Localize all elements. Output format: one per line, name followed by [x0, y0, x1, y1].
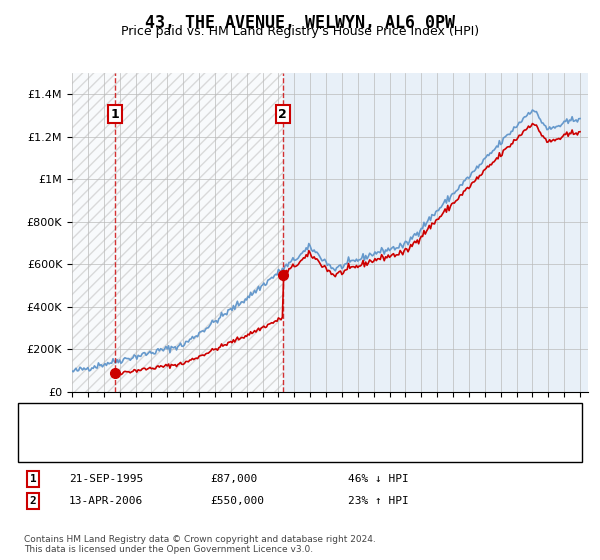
- Text: 43, THE AVENUE, WELWYN, AL6 0PW: 43, THE AVENUE, WELWYN, AL6 0PW: [145, 14, 455, 32]
- Text: 23% ↑ HPI: 23% ↑ HPI: [348, 496, 409, 506]
- Text: 2: 2: [29, 496, 37, 506]
- Text: Price paid vs. HM Land Registry's House Price Index (HPI): Price paid vs. HM Land Registry's House …: [121, 25, 479, 38]
- Bar: [72, 73, 115, 392]
- Text: 13-APR-2006: 13-APR-2006: [69, 496, 143, 506]
- Text: Contains HM Land Registry data © Crown copyright and database right 2024.
This d: Contains HM Land Registry data © Crown c…: [24, 535, 376, 554]
- Text: 43, THE AVENUE, WELWYN, AL6 0PW (detached house): 43, THE AVENUE, WELWYN, AL6 0PW (detache…: [69, 417, 393, 427]
- Text: 1: 1: [29, 474, 37, 484]
- Text: 2: 2: [278, 108, 287, 121]
- Text: £550,000: £550,000: [210, 496, 264, 506]
- Text: 1: 1: [111, 108, 119, 121]
- Bar: [115, 73, 283, 392]
- Text: £87,000: £87,000: [210, 474, 257, 484]
- Text: 46% ↓ HPI: 46% ↓ HPI: [348, 474, 409, 484]
- Text: 21-SEP-1995: 21-SEP-1995: [69, 474, 143, 484]
- Text: HPI: Average price, detached house, Welwyn Hatfield: HPI: Average price, detached house, Welw…: [69, 437, 413, 447]
